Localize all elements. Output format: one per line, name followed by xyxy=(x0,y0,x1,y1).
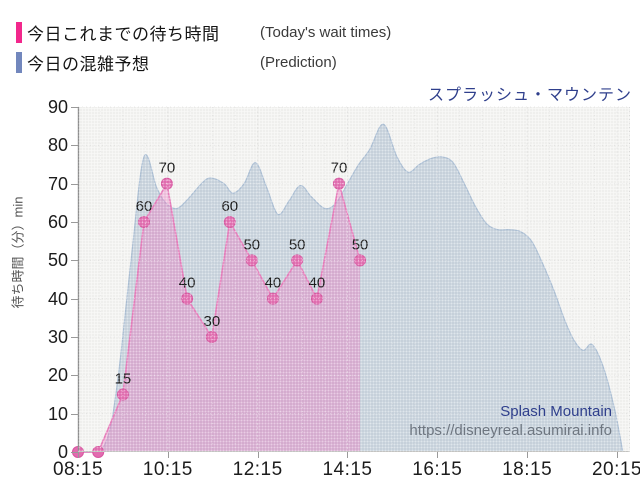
y-tick-label: 70 xyxy=(47,173,68,194)
x-tick-mark xyxy=(257,452,259,458)
data-point-label: 40 xyxy=(179,275,196,292)
y-tick-mark xyxy=(71,145,78,147)
x-tick-mark xyxy=(437,452,439,458)
data-point-marker[interactable] xyxy=(160,177,173,190)
y-tick-mark xyxy=(71,107,78,108)
data-point-label: 60 xyxy=(136,198,153,215)
x-tick-label: 10:15 xyxy=(142,459,193,480)
today-area xyxy=(78,183,361,452)
y-tick-mark xyxy=(71,222,78,223)
legend: 今日これまでの待ち時間 (Today's wait times) 今日の混雑予想… xyxy=(16,17,391,77)
prediction-area xyxy=(78,124,623,453)
x-tick-label: 18:15 xyxy=(502,459,553,480)
data-point-marker[interactable] xyxy=(116,388,129,401)
data-point-marker[interactable] xyxy=(181,292,194,305)
y-tick-label: 0 xyxy=(57,442,68,462)
data-point-marker[interactable] xyxy=(291,254,304,267)
x-tick-mark xyxy=(527,452,529,458)
watermark-attraction-name: Splash Mountain xyxy=(500,403,612,420)
y-tick-label: 90 xyxy=(47,97,68,117)
legend-item-prediction[interactable]: 今日の混雑予想 (Prediction) xyxy=(16,47,391,77)
data-point-label: 70 xyxy=(331,160,348,177)
y-tick-mark xyxy=(71,337,78,338)
watermark: Splash Mountain https://disneyreal.asumi… xyxy=(409,402,612,440)
x-tick-label: 20:15 xyxy=(591,459,640,480)
data-point-label: 15 xyxy=(115,371,132,388)
data-point-marker[interactable] xyxy=(310,292,323,305)
data-point-label: 30 xyxy=(204,313,221,330)
data-point-marker[interactable] xyxy=(245,254,258,267)
x-tick-label: 12:15 xyxy=(232,459,283,480)
today-line xyxy=(78,181,361,453)
y-tick-mark xyxy=(71,413,78,415)
data-point-label: 50 xyxy=(289,236,306,253)
data-point-marker[interactable] xyxy=(205,331,218,343)
x-tick-mark xyxy=(347,452,349,458)
y-tick-mark xyxy=(71,260,78,262)
y-tick-mark xyxy=(71,375,78,377)
y-tick-label: 20 xyxy=(47,365,68,386)
y-tick-mark xyxy=(71,452,78,453)
data-point-label: 50 xyxy=(243,236,260,253)
plot-area: 15 60 70 40 30 60 50 40 50 40 70 50 xyxy=(72,106,630,458)
data-point-marker[interactable] xyxy=(223,216,236,228)
data-point-label: 40 xyxy=(309,275,326,292)
chart-title: スプラッシュ・マウンテン xyxy=(427,87,632,104)
y-tick-label: 40 xyxy=(47,288,68,309)
data-point-marker[interactable] xyxy=(138,216,151,228)
legend-sublabel-prediction: (Prediction) xyxy=(260,53,337,71)
x-tick-mark xyxy=(167,452,169,458)
y-tick-mark xyxy=(71,298,78,300)
legend-swatch-today xyxy=(16,21,22,43)
x-tick-label: 08:15 xyxy=(52,459,104,480)
data-point-marker[interactable] xyxy=(354,254,367,267)
data-point-label: 50 xyxy=(352,236,369,253)
legend-sublabel-today: (Today's wait times) xyxy=(260,23,392,41)
y-tick-mark xyxy=(71,183,78,185)
prediction-line xyxy=(77,123,624,453)
x-tick-label: 16:15 xyxy=(412,459,463,480)
x-tick-label: 14:15 xyxy=(322,459,373,480)
chart-canvas: 15 60 70 40 30 60 50 40 50 40 70 50 xyxy=(72,106,630,458)
legend-swatch-prediction xyxy=(16,51,22,73)
y-tick-label: 10 xyxy=(47,403,68,424)
data-point-label: 40 xyxy=(265,275,282,292)
x-tick-mark xyxy=(616,452,618,458)
data-point-label: 60 xyxy=(221,198,238,215)
y-tick-label: 50 xyxy=(47,250,68,271)
legend-item-today[interactable]: 今日これまでの待ち時間 (Today's wait times) xyxy=(16,17,391,47)
legend-label-today: 今日これまでの待ち時間 xyxy=(27,24,220,44)
legend-label-prediction: 今日の混雑予想 xyxy=(27,54,150,74)
y-tick-label: 80 xyxy=(47,135,68,156)
y-tick-label: 30 xyxy=(47,327,68,347)
watermark-url: https://disneyreal.asumirai.info xyxy=(409,422,612,439)
y-tick-label: 60 xyxy=(47,212,68,232)
x-tick-mark xyxy=(78,452,79,458)
data-point-marker[interactable] xyxy=(332,177,345,190)
data-point-marker[interactable] xyxy=(266,292,279,305)
data-point-label: 70 xyxy=(159,160,176,177)
